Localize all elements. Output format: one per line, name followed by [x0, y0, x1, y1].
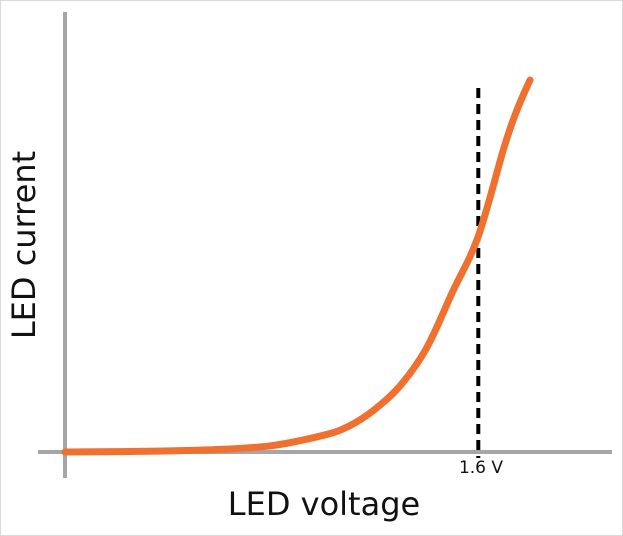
- y-axis-label: LED current: [5, 150, 43, 340]
- x-axis-label: LED voltage: [227, 485, 421, 523]
- voltage-marker-label: 1.6 V: [458, 458, 504, 478]
- current-voltage-curve: [61, 76, 534, 456]
